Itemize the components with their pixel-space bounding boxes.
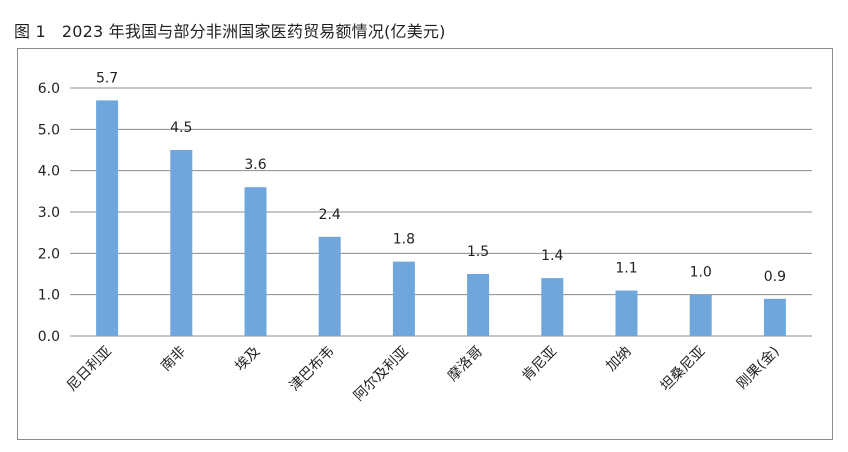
category-label: 尼日利亚	[64, 344, 115, 395]
bar	[318, 236, 341, 336]
data-label: 3.6	[244, 157, 266, 173]
data-label: 1.0	[690, 265, 712, 281]
category-label: 埃及	[232, 344, 263, 375]
category-label: 肯尼亚	[519, 344, 560, 385]
bar	[467, 274, 490, 336]
data-labels: 5.7 4.5 3.6 2.4 1.8 1.5 1.4 1.1 1.0 0.9	[96, 70, 786, 284]
y-tick-label: 5.0	[38, 122, 60, 138]
data-label: 4.5	[170, 120, 192, 136]
data-label: 1.5	[467, 244, 489, 260]
data-label: 0.9	[764, 269, 786, 285]
bar	[96, 100, 119, 337]
bar	[541, 278, 564, 336]
category-label: 阿尔及利亚	[351, 344, 412, 405]
category-label: 南非	[158, 344, 189, 375]
bar	[763, 298, 786, 336]
gridlines	[70, 87, 812, 337]
category-label: 刚果(金)	[734, 344, 783, 393]
bar	[244, 187, 267, 336]
figure-title-text: 2023 年我国与部分非洲国家医药贸易额情况(亿美元)	[61, 22, 446, 41]
bar	[615, 290, 638, 336]
data-label: 2.4	[319, 207, 341, 223]
bars	[96, 100, 786, 337]
bar	[170, 150, 193, 336]
category-labels: 尼日利亚 南非 埃及 津巴布韦 阿尔及利亚 摩洛哥 肯尼亚 加纳 坦桑尼亚 刚果(金)	[64, 343, 783, 405]
data-label: 1.8	[393, 232, 415, 248]
data-label: 1.4	[541, 248, 563, 264]
y-tick-label: 3.0	[38, 205, 60, 221]
data-label: 5.7	[96, 70, 118, 86]
data-label: 1.1	[615, 261, 637, 277]
y-axis-tick-labels: 0.0 1.0 2.0 3.0 4.0 5.0 6.0	[38, 81, 60, 345]
bar	[392, 261, 415, 336]
figure-number: 图 1	[14, 22, 46, 41]
category-label: 加纳	[603, 344, 634, 375]
y-tick-label: 6.0	[38, 81, 60, 97]
chart-frame	[17, 48, 833, 440]
bar	[689, 294, 712, 336]
y-tick-label: 1.0	[38, 288, 60, 304]
y-tick-label: 2.0	[38, 246, 60, 262]
category-label: 津巴布韦	[287, 344, 338, 395]
category-label: 摩洛哥	[444, 343, 486, 385]
figure-title: 图 1 2023 年我国与部分非洲国家医药贸易额情况(亿美元)	[14, 18, 446, 42]
y-tick-label: 0.0	[38, 329, 60, 345]
y-tick-label: 4.0	[38, 164, 60, 180]
category-label: 坦桑尼亚	[658, 344, 709, 395]
